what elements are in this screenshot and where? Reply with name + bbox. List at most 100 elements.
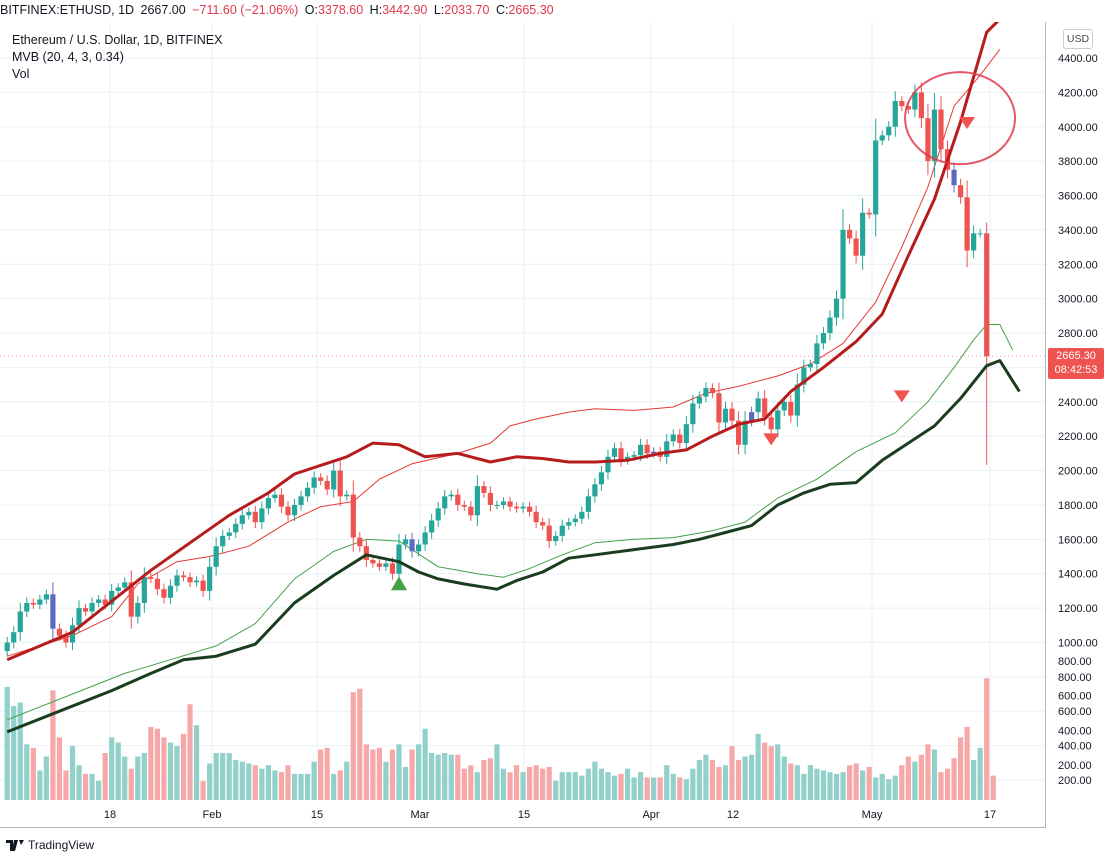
volume-bar: [546, 766, 552, 800]
current-price-tag: 2665.30 08:42:53: [1048, 348, 1104, 379]
candle-body: [193, 580, 200, 583]
candle-body: [540, 522, 546, 526]
candle-body: [69, 625, 76, 643]
candle-body: [977, 233, 983, 235]
volume-bar: [174, 746, 180, 800]
volume-bar: [272, 770, 278, 800]
time-axis-label: Apr: [642, 809, 659, 821]
volume-bar: [513, 765, 520, 800]
candle-body: [383, 563, 389, 567]
footer-brand[interactable]: TradingView: [6, 838, 94, 852]
candle-body: [363, 546, 369, 560]
volume-bar: [873, 777, 879, 800]
upper-band-line: [6, 22, 1000, 662]
candle-body: [957, 185, 964, 198]
volume-bar: [304, 773, 311, 800]
upper-band-thin-line: [7, 49, 1001, 657]
volume-bar: [794, 765, 800, 800]
volume-bar: [957, 737, 964, 800]
price-chart[interactable]: 200.00 400.00 600.00 800.00 1000.00 1200.00 14…: [0, 0, 1109, 830]
volume-bar: [533, 765, 539, 800]
candle-body: [833, 298, 840, 318]
lower-band-line: [6, 359, 1021, 734]
candle-body: [4, 642, 10, 652]
candle-body: [572, 518, 578, 523]
symbol-title[interactable]: Ethereum / U.S. Dollar, 1D, BITFINEX: [12, 33, 223, 47]
volume-bar: [285, 765, 291, 800]
chart-legend: Ethereum / U.S. Dollar, 1D, BITFINEX MVB…: [12, 32, 222, 83]
volume-label[interactable]: Vol: [12, 67, 30, 81]
candle-body: [579, 511, 585, 519]
candle-body: [651, 451, 657, 454]
volume-bar: [605, 772, 611, 800]
volume-bar: [938, 772, 944, 800]
volume-bar: [96, 780, 102, 800]
time-axis-label: May: [862, 809, 883, 821]
volume-bar: [683, 779, 689, 800]
candle-body: [716, 393, 722, 423]
volume-axis-label: 600.00: [1058, 691, 1092, 703]
volume-bar: [180, 733, 187, 800]
volume-bar: [135, 756, 141, 800]
volume-bar: [383, 761, 389, 800]
volume-bar: [494, 744, 500, 800]
volume-bar: [30, 747, 36, 800]
indicator-label[interactable]: MVB (20, 4, 3, 0.34): [12, 50, 124, 64]
volume-bar: [448, 754, 454, 800]
volume-bar: [566, 772, 572, 800]
volume-bar: [474, 772, 480, 800]
time-axis-label: 18: [104, 809, 116, 821]
candle-body: [801, 367, 807, 385]
volume-bar: [154, 728, 160, 800]
candle-body: [415, 544, 422, 552]
candle-body: [749, 412, 755, 421]
candle-body: [148, 577, 154, 579]
volume-bar: [422, 728, 428, 800]
volume-bar: [4, 686, 10, 800]
candle-body: [892, 100, 898, 127]
candle-body: [879, 135, 885, 141]
candle-body: [788, 401, 794, 416]
volume-bar: [109, 737, 115, 800]
candle-body: [396, 544, 402, 574]
candle-body: [846, 229, 853, 239]
candle-body: [566, 522, 572, 526]
tradingview-logo-icon: [6, 839, 24, 851]
candle-body: [605, 456, 611, 473]
price-axis-label: 3800.00: [1058, 156, 1098, 168]
price-axis-label: 200.00: [1058, 775, 1092, 787]
currency-unit-button[interactable]: USD: [1063, 29, 1093, 49]
volume-bar: [944, 768, 951, 800]
volume-bar: [396, 744, 402, 800]
candle-body: [598, 472, 605, 485]
volume-bar: [860, 770, 866, 800]
candle-body: [513, 506, 520, 509]
volume-bar: [43, 756, 49, 800]
symbol-label[interactable]: BITFINEX:ETHUSD, 1D: [0, 3, 135, 17]
volume-bar: [592, 761, 598, 800]
candle-body: [246, 511, 252, 516]
volume-bar: [833, 773, 840, 800]
brand-name: TradingView: [28, 838, 95, 852]
volume-bar: [931, 749, 938, 800]
volume-bar: [429, 753, 435, 800]
volume-bar: [148, 726, 154, 800]
candle-body: [115, 587, 121, 591]
last-price: 2667.00: [140, 3, 186, 17]
candle-body: [735, 420, 742, 445]
volume-bar: [971, 759, 977, 800]
candle-body: [435, 508, 441, 521]
low-value: 2033.70: [444, 3, 490, 17]
volume-bar: [755, 733, 761, 800]
candle-body: [291, 504, 298, 516]
candle-body: [429, 520, 435, 533]
volume-bar: [259, 768, 265, 800]
candle-body: [96, 599, 102, 603]
sell-signal-arrow: [763, 433, 780, 446]
candle-body: [931, 109, 938, 162]
candle-body: [618, 448, 624, 461]
volume-bar: [624, 768, 631, 800]
volume-bar: [442, 753, 448, 800]
volume-bar: [161, 737, 167, 800]
candle-body: [89, 602, 95, 612]
